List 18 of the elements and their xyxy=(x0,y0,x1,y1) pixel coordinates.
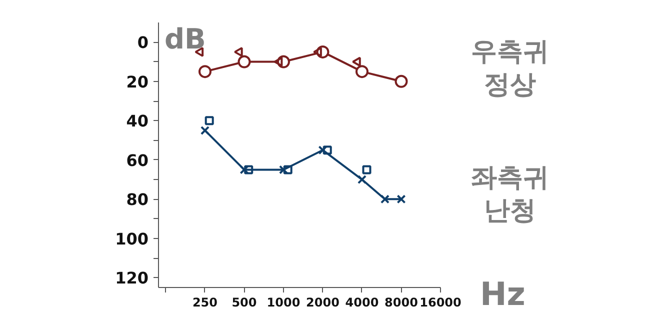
y-tick-label: 80 xyxy=(126,190,148,210)
y-tick-label: 120 xyxy=(115,268,149,288)
y-tick-label: 20 xyxy=(126,72,148,92)
x-tick-label: 500 xyxy=(232,296,257,310)
y-axis-title: dB xyxy=(164,22,206,56)
y-tick-label: 60 xyxy=(126,150,148,170)
y-tick-label: 0 xyxy=(137,33,149,52)
x-tick-label: 16000 xyxy=(420,296,462,310)
x-tick-label: 250 xyxy=(192,296,218,310)
x-tick-label: 1000 xyxy=(266,296,300,310)
x-tick-label: 8000 xyxy=(384,296,418,310)
x-tick-label: 2000 xyxy=(306,296,340,310)
x-tick-label: 4000 xyxy=(345,296,379,310)
text: 좌측귀 난청 xyxy=(470,162,550,227)
text: 우측귀 정상 xyxy=(470,36,550,101)
y-tick-label: 40 xyxy=(126,112,148,131)
y-tick-label: 100 xyxy=(115,229,149,248)
x-axis-title: Hz xyxy=(480,274,526,315)
